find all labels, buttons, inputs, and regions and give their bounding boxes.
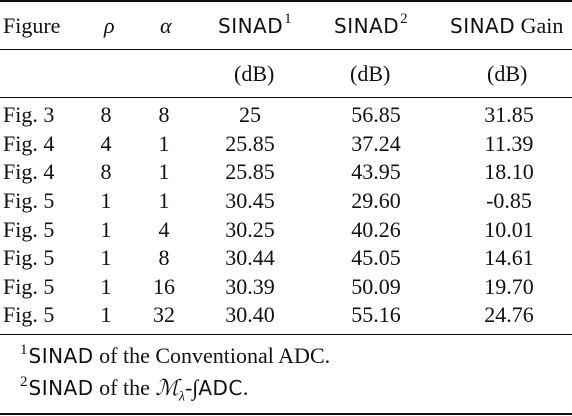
- table-body: Fig. 3 8 8 25 56.85 31.85 Fig. 4 4 1 25.85 37.24 11…: [0, 101, 572, 330]
- footnote-2-mono2: ADC: [198, 376, 243, 400]
- cell-alpha: 1: [158, 159, 170, 185]
- cell-figure: Fig. 5: [3, 245, 55, 271]
- cell-gain: 19.70: [484, 273, 534, 299]
- cell-sinad1: 30.40: [225, 302, 275, 328]
- cell-alpha: 32: [153, 302, 175, 328]
- cell-gain: 11.39: [484, 130, 534, 156]
- cell-figure: Fig. 5: [3, 273, 55, 299]
- unit-gain: (dB): [487, 61, 528, 86]
- cell-alpha: 4: [158, 216, 170, 242]
- cell-sinad2: 40.26: [351, 216, 401, 242]
- table-row: Fig. 3 8 8 25 56.85 31.85: [0, 101, 572, 130]
- table-row: Fig. 5 1 16 30.39 50.09 19.70: [0, 273, 572, 302]
- header-sinad1: SINAD1: [218, 8, 292, 47]
- cell-gain: 18.10: [484, 159, 534, 185]
- footnote-2-text-post: .: [242, 375, 249, 400]
- table-row: Fig. 5 1 1 30.45 29.60 -0.85: [0, 187, 572, 216]
- cell-rho: 1: [100, 245, 112, 271]
- cell-figure: Fig. 5: [3, 188, 55, 214]
- cell-alpha: 16: [153, 273, 175, 299]
- header-sinad1-sup: 1: [284, 11, 292, 27]
- header-sinad1-label: SINAD: [218, 14, 284, 38]
- cell-sinad1: 30.39: [225, 273, 275, 299]
- cell-sinad1: 25: [239, 102, 261, 128]
- data-table: Fig. 3 8 8 25 56.85 31.85 Fig. 4 4 1 25.85 37.24 11…: [0, 101, 572, 330]
- footnote-1: 1SINAD of the Conventional ADC.: [20, 342, 330, 373]
- header-sinad2-sup: 2: [400, 11, 408, 27]
- header-gain: SINAD Gain: [450, 8, 563, 44]
- cell-gain: 24.76: [484, 302, 534, 328]
- header-gain-rest: Gain: [515, 13, 564, 38]
- footnote-2-mark: 2: [20, 374, 28, 390]
- table-row: Fig. 4 8 1 25.85 43.95 18.10: [0, 158, 572, 187]
- header-rho: ρ: [104, 13, 115, 38]
- footnote-2-sub: λ: [178, 389, 185, 405]
- header-figure: Figure: [3, 13, 61, 38]
- cell-gain: 14.61: [484, 245, 534, 271]
- header-gain-mono: SINAD: [450, 14, 516, 38]
- cell-sinad1: 30.44: [225, 245, 275, 271]
- header-sinad2-label: SINAD: [334, 14, 400, 38]
- cell-gain: 31.85: [484, 102, 534, 128]
- unit-sinad1: (dB): [234, 61, 275, 86]
- footnote-2-text-mid: -∫: [184, 375, 199, 400]
- header-sinad2: SINAD2: [334, 8, 408, 47]
- cell-sinad2: 29.60: [351, 188, 401, 214]
- cell-rho: 8: [100, 102, 112, 128]
- cell-sinad2: 37.24: [351, 130, 401, 156]
- cell-sinad2: 50.09: [351, 273, 401, 299]
- cell-rho: 4: [100, 130, 112, 156]
- cell-rho: 1: [100, 302, 112, 328]
- cell-alpha: 1: [158, 188, 170, 214]
- cell-alpha: 1: [158, 130, 170, 156]
- cell-sinad1: 30.25: [225, 216, 275, 242]
- header-alpha: α: [160, 13, 172, 38]
- cell-figure: Fig. 5: [3, 302, 55, 328]
- cell-figure: Fig. 4: [3, 159, 55, 185]
- table-row: Fig. 5 1 32 30.40 55.16 24.76: [0, 301, 572, 330]
- cell-sinad1: 25.85: [225, 130, 275, 156]
- cell-gain: 10.01: [484, 216, 534, 242]
- units-rule: [0, 97, 572, 98]
- footnote-1-text: of the Conventional ADC.: [93, 343, 331, 368]
- cell-sinad2: 55.16: [351, 302, 401, 328]
- cell-sinad2: 45.05: [351, 245, 401, 271]
- footnote-2-mono: SINAD: [28, 376, 94, 400]
- bottom-rule: [0, 413, 572, 415]
- units-row: (dB) (dB) (dB): [0, 58, 572, 90]
- cell-gain: -0.85: [486, 188, 532, 214]
- cell-figure: Fig. 4: [3, 130, 55, 156]
- cell-sinad2: 43.95: [351, 159, 401, 185]
- cell-sinad1: 30.45: [225, 188, 275, 214]
- cell-rho: 1: [100, 188, 112, 214]
- cell-sinad1: 25.85: [225, 159, 275, 185]
- cell-sinad2: 56.85: [351, 102, 401, 128]
- footnote-2: 2SINAD of the ℳλ-∫ADC.: [20, 374, 248, 411]
- table-header: Figure ρ α SINAD1 SINAD2 SINAD Gain: [0, 8, 572, 48]
- footnote-2-script: ℳ: [155, 376, 179, 401]
- table-row: Fig. 5 1 4 30.25 40.26 10.01: [0, 215, 572, 244]
- cell-alpha: 8: [158, 245, 170, 271]
- footnote-1-mark: 1: [20, 342, 28, 358]
- header-rule: [0, 49, 572, 50]
- unit-sinad2: (dB): [350, 61, 391, 86]
- cell-rho: 1: [100, 273, 112, 299]
- top-rule: [0, 0, 572, 2]
- cell-alpha: 8: [158, 102, 170, 128]
- cell-figure: Fig. 5: [3, 216, 55, 242]
- footnote-1-mono: SINAD: [28, 344, 94, 368]
- body-rule: [0, 334, 572, 335]
- table-row: Fig. 5 1 8 30.44 45.05 14.61: [0, 244, 572, 273]
- footnote-2-text-pre: of the: [93, 375, 156, 400]
- cell-figure: Fig. 3: [3, 102, 55, 128]
- cell-rho: 1: [100, 216, 112, 242]
- table-row: Fig. 4 4 1 25.85 37.24 11.39: [0, 130, 572, 159]
- cell-rho: 8: [100, 159, 112, 185]
